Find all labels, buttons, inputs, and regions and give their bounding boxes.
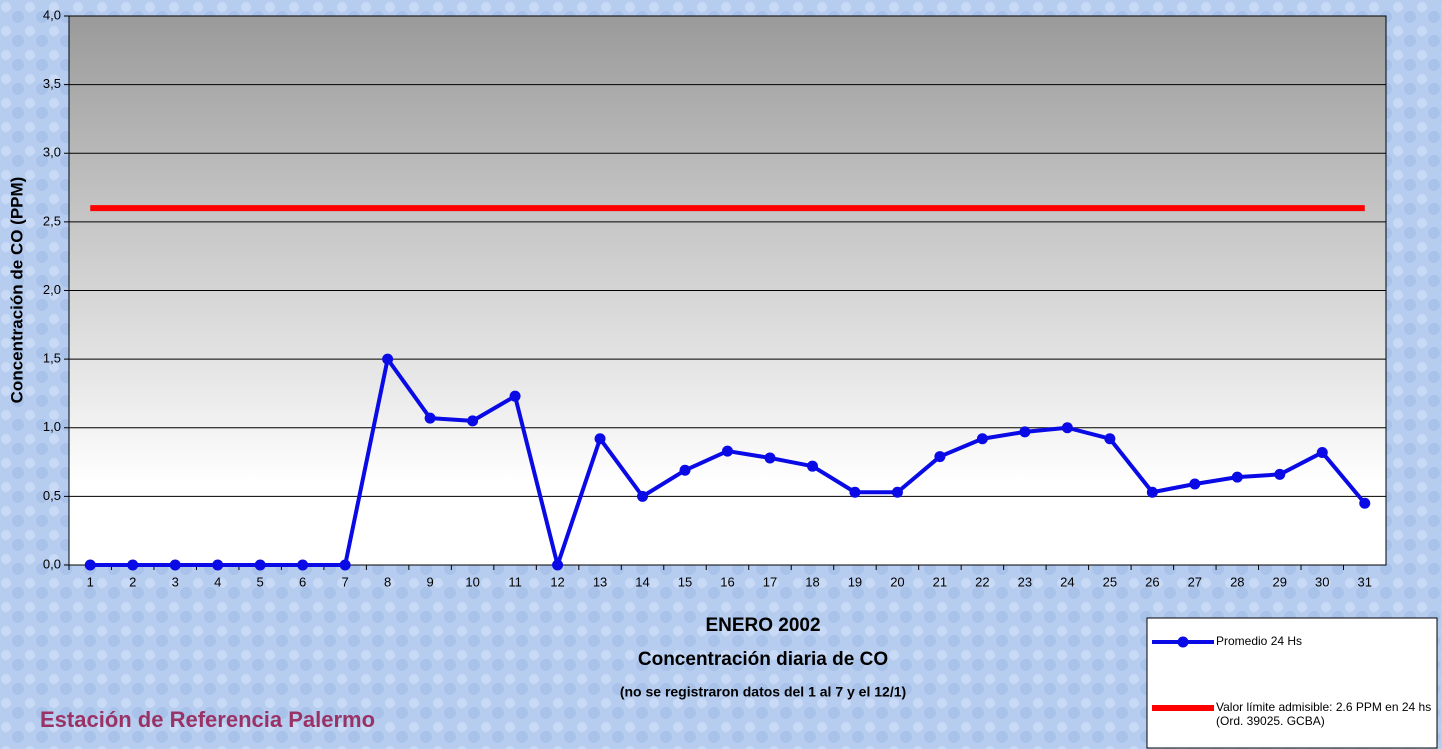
data-point <box>722 445 733 457</box>
data-point <box>1359 497 1371 509</box>
x-tick-label: 10 <box>465 574 479 589</box>
x-tick-label: 18 <box>805 574 819 589</box>
legend-label: Valor límite admisible: 2.6 PPM en 24 hs… <box>1216 700 1432 728</box>
data-point <box>679 464 691 476</box>
data-point <box>764 452 776 464</box>
data-point <box>509 390 521 402</box>
y-tick-label: 3,5 <box>43 76 61 91</box>
y-tick-label: 4,0 <box>43 7 61 22</box>
legend-marker <box>1177 636 1189 648</box>
x-tick-label: 1 <box>87 574 94 589</box>
x-tick-label: 28 <box>1230 574 1244 589</box>
y-tick-label: 0,0 <box>43 556 61 571</box>
data-point <box>1231 471 1243 483</box>
data-point <box>891 486 903 498</box>
chart-title: ENERO 2002 <box>705 615 820 636</box>
y-tick-label: 3,0 <box>43 145 61 160</box>
x-tick-label: 22 <box>975 574 989 589</box>
x-tick-label: 3 <box>172 574 179 589</box>
x-tick-label: 15 <box>678 574 692 589</box>
y-tick-label: 1,5 <box>43 351 61 366</box>
data-point <box>934 451 946 463</box>
x-tick-label: 14 <box>635 574 649 589</box>
x-tick-label: 30 <box>1315 574 1329 589</box>
data-point <box>637 490 649 502</box>
data-point <box>127 559 139 571</box>
data-point <box>339 559 351 571</box>
data-point <box>169 559 181 571</box>
x-tick-label: 17 <box>763 574 777 589</box>
chart-note: (no se registraron datos del 1 al 7 y el… <box>620 684 906 700</box>
data-point <box>806 460 818 472</box>
x-tick-label: 20 <box>890 574 904 589</box>
x-tick-label: 13 <box>593 574 607 589</box>
legend-label-box: Promedio 24 Hs <box>1216 634 1303 648</box>
data-point <box>1274 468 1286 480</box>
y-tick-label: 0,5 <box>43 488 61 503</box>
data-point <box>1146 486 1158 498</box>
x-tick-label: 4 <box>214 574 221 589</box>
chart-subtitle: Concentración diaria de CO <box>638 649 888 670</box>
x-tick-label: 8 <box>384 574 391 589</box>
x-tick-label: 19 <box>848 574 862 589</box>
y-axis-title: Concentración de CO (PPM) <box>7 177 26 404</box>
data-point <box>1061 422 1073 434</box>
x-tick-label: 24 <box>1060 574 1074 589</box>
x-tick-label: 21 <box>933 574 947 589</box>
x-tick-label: 26 <box>1145 574 1159 589</box>
data-point <box>552 559 564 571</box>
data-point <box>594 433 606 445</box>
y-tick-label: 2,5 <box>43 213 61 228</box>
data-point <box>254 559 266 571</box>
data-point <box>424 412 436 424</box>
x-tick-label: 7 <box>342 574 349 589</box>
y-tick-label: 2,0 <box>43 282 61 297</box>
legend-label-box: Valor límite admisible: 2.6 PPM en 24 hs… <box>1216 700 1432 728</box>
data-point <box>1189 478 1201 490</box>
x-tick-label: 16 <box>720 574 734 589</box>
legend <box>1146 617 1438 749</box>
x-tick-label: 11 <box>508 574 522 589</box>
data-point <box>84 559 96 571</box>
x-tick-label: 27 <box>1188 574 1202 589</box>
data-point <box>849 486 861 498</box>
x-tick-label: 29 <box>1273 574 1287 589</box>
data-point <box>467 415 479 427</box>
data-point <box>976 433 988 445</box>
legend-label: Promedio 24 Hs <box>1216 634 1303 648</box>
x-tick-label: 12 <box>550 574 564 589</box>
data-point <box>1104 433 1116 445</box>
x-tick-label: 2 <box>129 574 136 589</box>
data-point <box>1019 426 1031 438</box>
x-tick-label: 6 <box>299 574 306 589</box>
x-tick-label: 31 <box>1358 574 1372 589</box>
data-point <box>297 559 309 571</box>
station-label: Estación de Referencia Palermo <box>40 707 375 732</box>
x-tick-label: 9 <box>426 574 433 589</box>
data-point <box>382 353 394 365</box>
data-point <box>212 559 224 571</box>
y-tick-label: 1,0 <box>43 419 61 434</box>
data-point <box>1316 446 1328 458</box>
x-tick-label: 25 <box>1103 574 1117 589</box>
x-tick-label: 5 <box>257 574 264 589</box>
x-tick-label: 23 <box>1018 574 1032 589</box>
